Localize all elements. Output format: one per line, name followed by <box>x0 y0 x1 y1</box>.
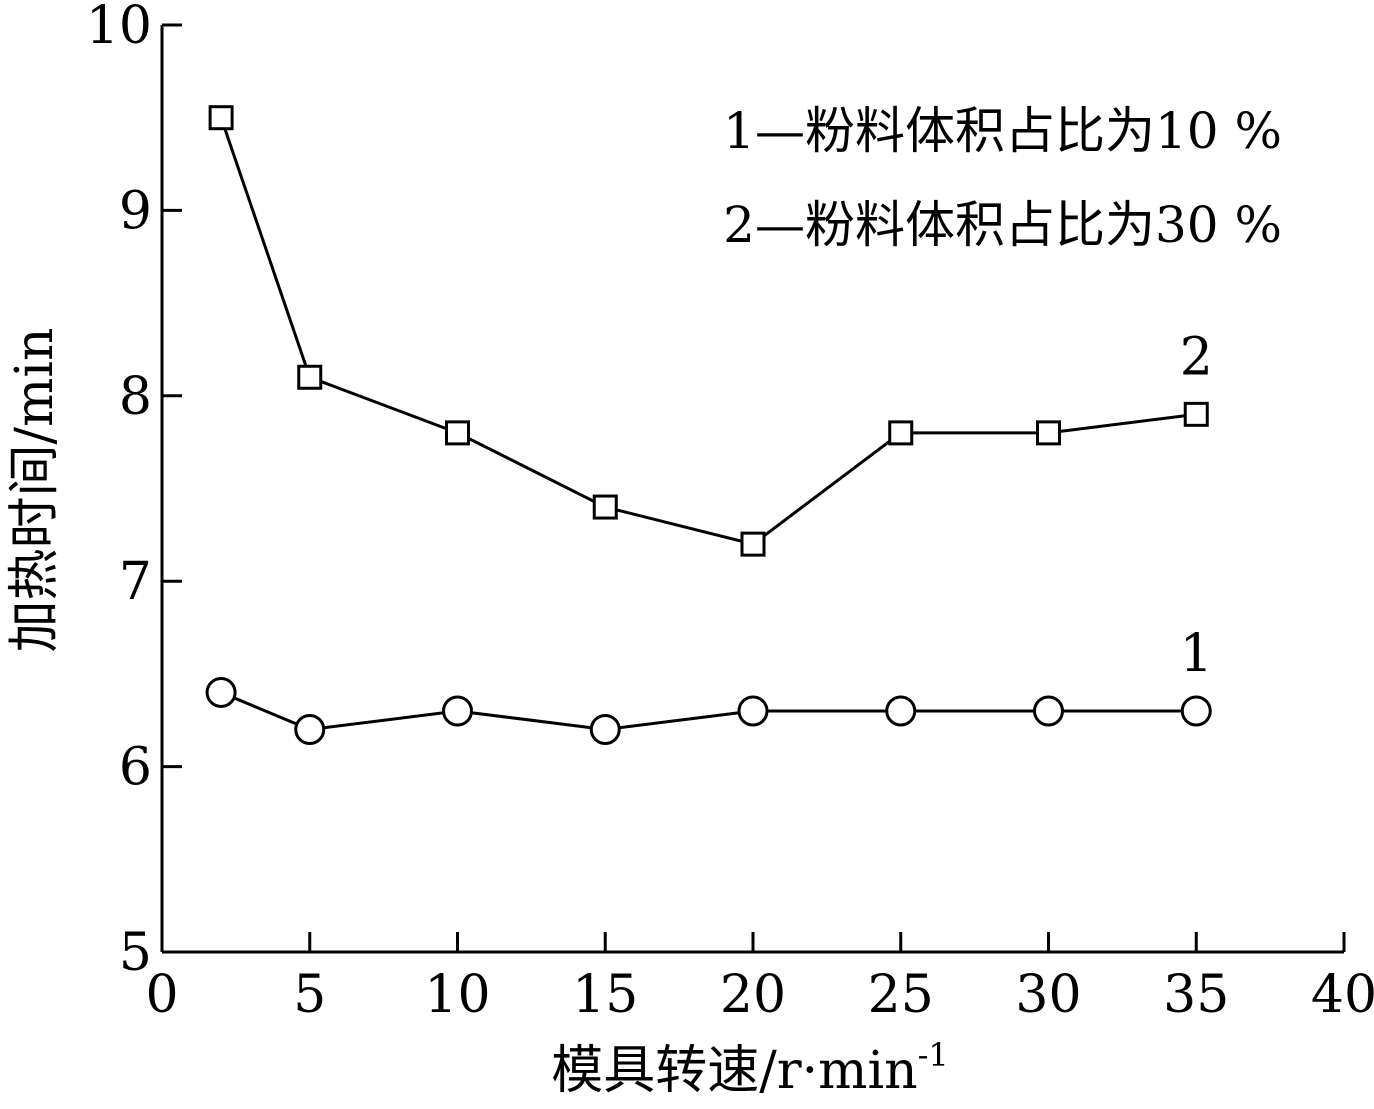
x-axis-label-main: 模具转速/r·min <box>551 1041 917 1101</box>
series-layer <box>205 105 1212 746</box>
data-point-square <box>1183 401 1209 427</box>
data-point-circle <box>205 676 237 708</box>
y-tick-label: 7 <box>119 552 152 612</box>
x-tick-label: 5 <box>293 965 326 1025</box>
data-point-square <box>1036 420 1061 446</box>
x-tick-label: 40 <box>1311 965 1374 1025</box>
legend-entry: 1—粉料体积占比为10 % <box>723 102 1282 160</box>
series-label: 2 <box>1180 327 1213 387</box>
data-point-circle <box>1180 695 1212 727</box>
x-tick-label: 10 <box>424 965 490 1025</box>
legend-entry: 2—粉料体积占比为30 % <box>723 196 1282 254</box>
x-tick-label: 15 <box>572 965 638 1025</box>
data-point-square <box>592 494 618 520</box>
y-axis-label: 加热时间/min <box>5 328 65 653</box>
y-tick-label: 5 <box>119 923 152 983</box>
x-axis-label-superscript: -1 <box>918 1036 949 1074</box>
y-tick-label: 8 <box>119 367 152 427</box>
y-tick-label: 6 <box>119 738 152 798</box>
y-tick-label: 10 <box>86 0 152 56</box>
x-tick-label: 0 <box>145 965 178 1025</box>
x-axis-label: 模具转速/r·min-1 <box>551 1036 949 1101</box>
x-tick-label: 25 <box>868 965 934 1025</box>
data-point-circle <box>1033 695 1064 727</box>
labels-layer: 1 2 1—粉料体积占比为10 % 2—粉料体积占比为30 % 模具转速/r·min-1… <box>5 102 1282 1101</box>
data-point-square <box>888 420 914 446</box>
series-line-1 <box>220 691 1197 732</box>
data-point-square <box>208 105 234 131</box>
data-point-square <box>740 531 766 557</box>
series-line-2 <box>219 117 1197 546</box>
data-point-square <box>297 364 323 390</box>
x-tick-label: 35 <box>1163 965 1229 1025</box>
x-tick-label: 20 <box>720 965 786 1025</box>
series-label: 1 <box>1180 624 1213 684</box>
y-tick-label: 9 <box>119 181 152 241</box>
data-point-circle <box>737 695 769 727</box>
data-point-circle <box>885 695 917 727</box>
data-point-circle <box>589 714 621 746</box>
data-point-circle <box>294 714 326 746</box>
x-tick-label: 30 <box>1015 965 1081 1025</box>
data-point-circle <box>442 695 473 727</box>
data-point-square <box>445 420 470 446</box>
